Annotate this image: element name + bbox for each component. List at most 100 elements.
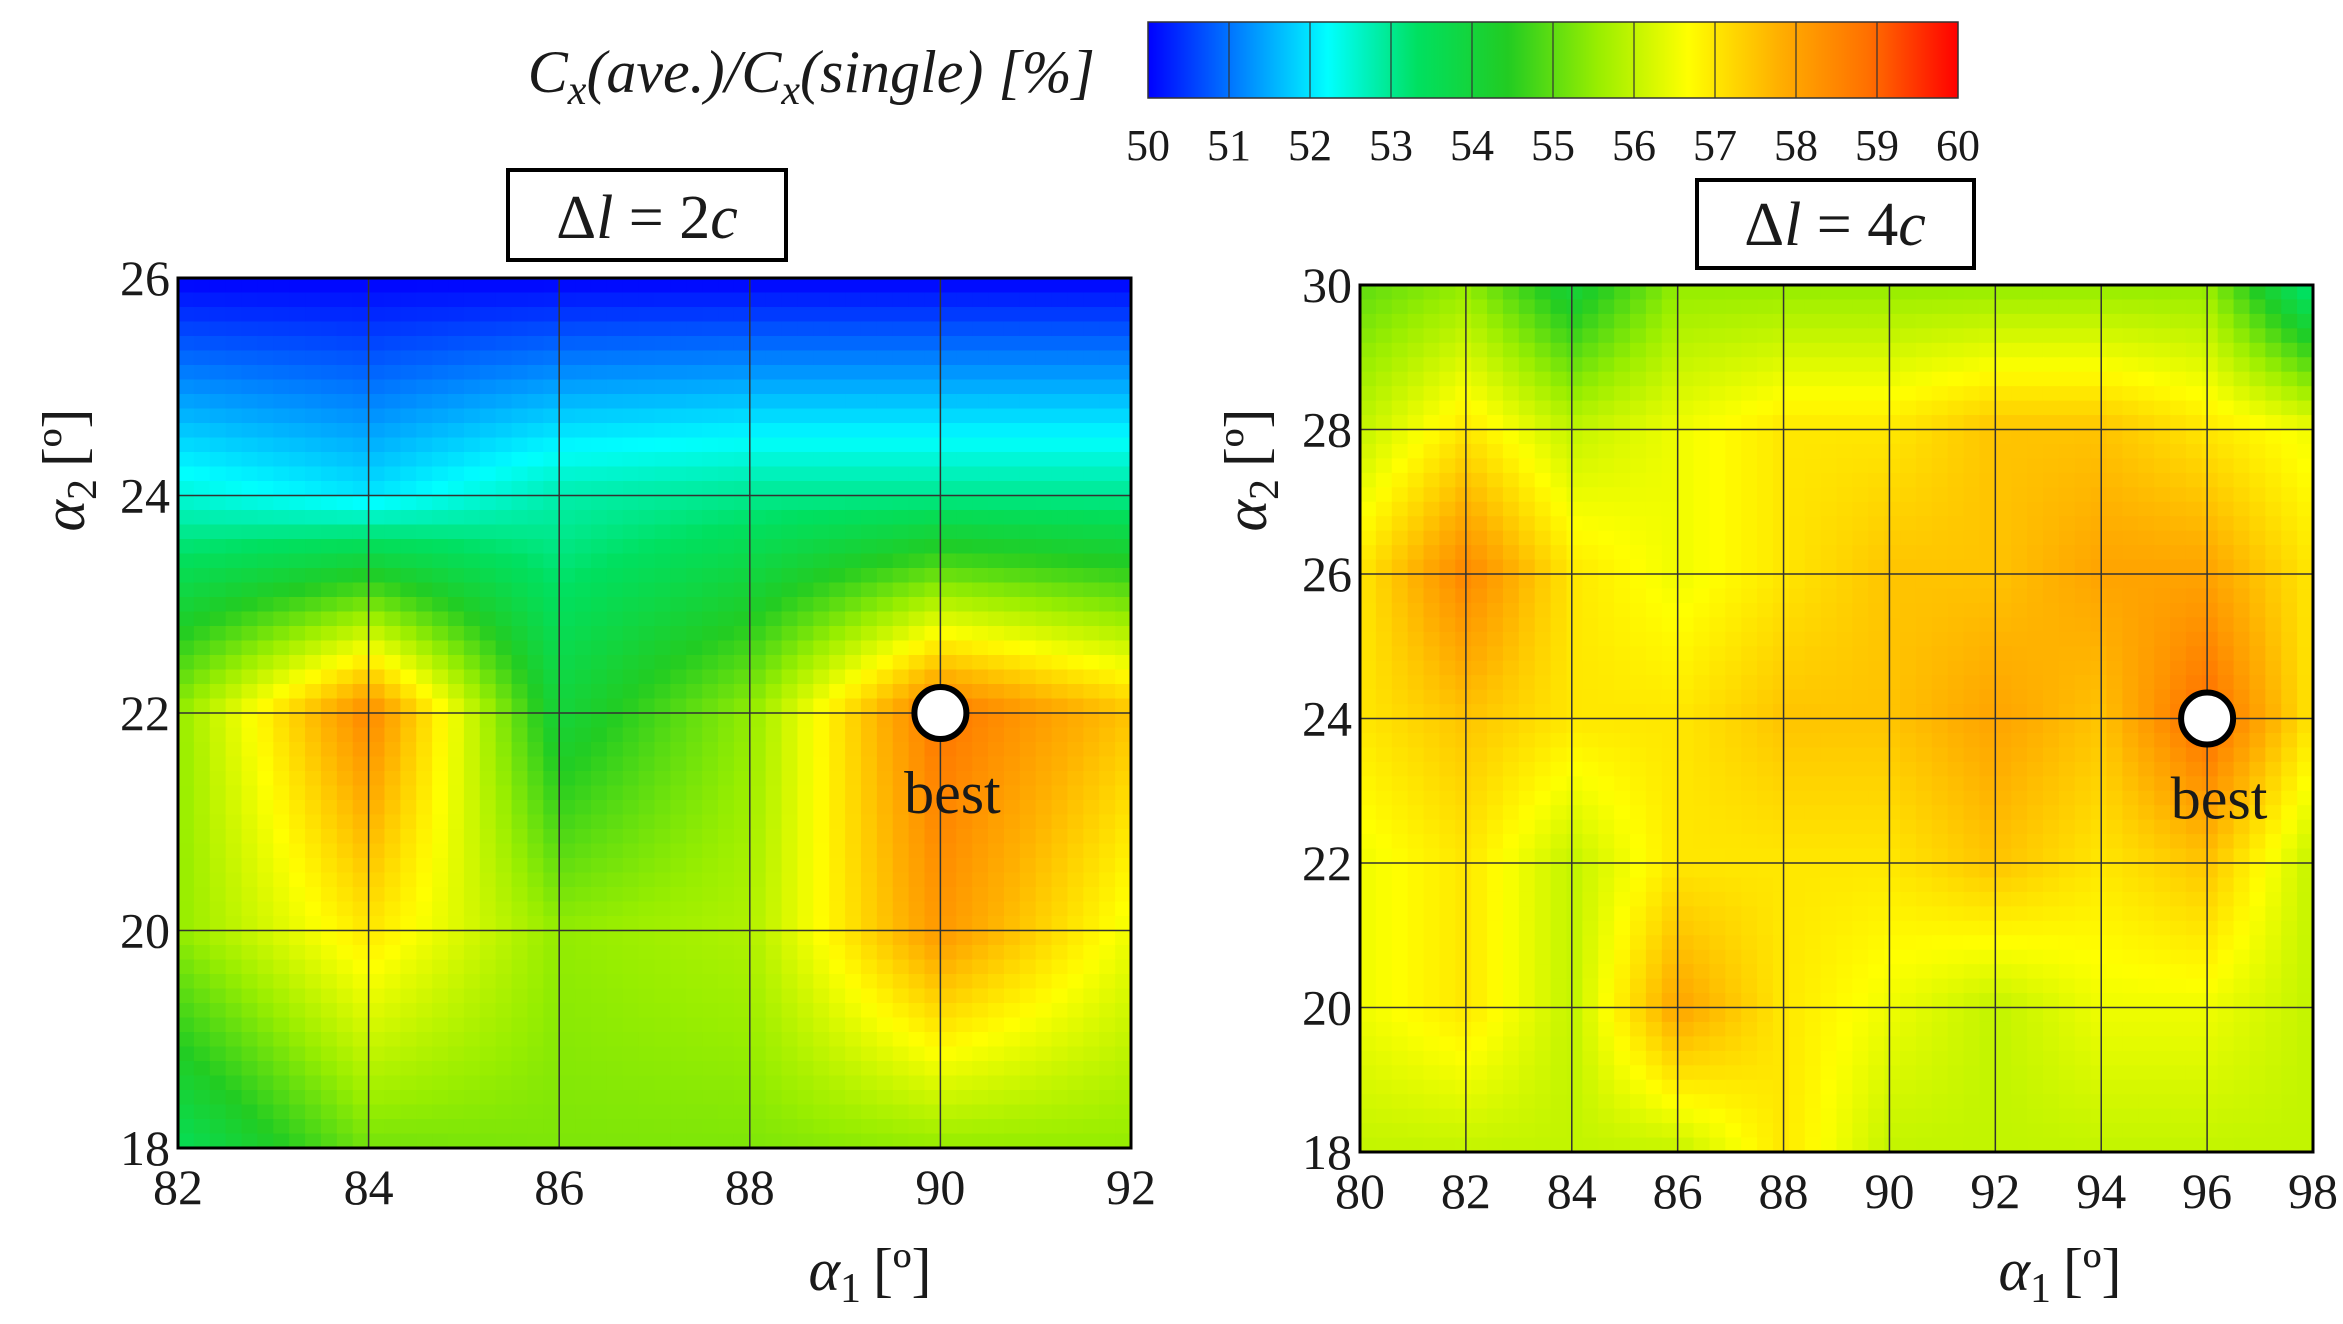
heatmap-cell: [511, 321, 529, 337]
heatmap-cell: [2201, 530, 2219, 546]
heatmap-cell: [2154, 487, 2171, 503]
heatmap-cell: [1083, 307, 1101, 323]
heatmap-cell: [1083, 1090, 1101, 1106]
heatmap-cell: [956, 437, 973, 453]
heatmap-cell: [1836, 516, 1854, 532]
heatmap-cell: [368, 713, 386, 729]
heatmap-cell: [305, 611, 322, 627]
heatmap-cell: [940, 336, 958, 352]
heatmap-cell: [1471, 458, 1488, 474]
heatmap-cell: [1423, 429, 1441, 445]
heatmap-cell: [527, 1104, 545, 1120]
heatmap-cell: [1979, 415, 1997, 431]
heatmap-cell: [1115, 1003, 1131, 1019]
heatmap-cell: [876, 1104, 894, 1120]
heatmap-cell: [257, 800, 275, 816]
heatmap-cell: [1391, 501, 1409, 517]
heatmap-cell: [1099, 452, 1116, 468]
heatmap-cell: [606, 539, 624, 555]
heatmap-cell: [305, 452, 322, 468]
heatmap-cell: [797, 771, 815, 787]
heatmap-cell: [384, 640, 402, 656]
heatmap-cell: [257, 379, 275, 395]
heatmap-cell: [1455, 516, 1472, 532]
heatmap-cell: [733, 901, 751, 917]
heatmap-cell: [352, 930, 370, 946]
heatmap-cell: [1407, 574, 1425, 590]
heatmap-cell: [1099, 336, 1116, 352]
heatmap-cell: [686, 756, 703, 772]
heatmap-cell: [733, 1046, 751, 1062]
heatmap-cell: [1115, 1090, 1131, 1106]
heatmap-cell: [765, 292, 783, 308]
heatmap-cell: [1741, 386, 1758, 402]
heatmap-cell: [320, 350, 338, 366]
heatmap-cell: [320, 1075, 338, 1091]
heatmap-cell: [543, 481, 560, 497]
heatmap-cell: [956, 887, 973, 903]
heatmap-cell: [781, 452, 799, 468]
heatmap-cell: [1115, 945, 1131, 961]
heatmap-cell: [654, 684, 672, 700]
heatmap-cell: [924, 771, 942, 787]
heatmap-cell: [320, 539, 338, 555]
heatmap-cell: [845, 669, 862, 685]
heatmap-cell: [1852, 400, 1870, 416]
heatmap-cell: [320, 481, 338, 497]
heatmap-cell: [638, 437, 656, 453]
heatmap-cell: [479, 698, 497, 714]
heatmap-cell: [606, 959, 624, 975]
heatmap-cell: [1788, 415, 1806, 431]
heatmap-cell: [2281, 415, 2298, 431]
heatmap-cell: [178, 901, 195, 917]
heatmap-cell: [940, 988, 958, 1004]
heatmap-cell: [781, 336, 799, 352]
heatmap-cell: [225, 959, 243, 975]
heatmap-cell: [305, 640, 322, 656]
heatmap-cell: [2170, 559, 2187, 575]
heatmap-cell: [590, 640, 608, 656]
heatmap-cell: [670, 756, 688, 772]
heatmap-cell: [670, 698, 688, 714]
heatmap-cell: [2122, 313, 2140, 330]
heatmap-cell: [1083, 423, 1101, 439]
heatmap-cell: [606, 1104, 624, 1120]
heatmap-cell: [432, 988, 449, 1004]
heatmap-cell: [1360, 472, 1377, 489]
heatmap-cell: [781, 800, 799, 816]
heatmap-cell: [320, 452, 338, 468]
heatmap-cell: [670, 1017, 688, 1033]
heatmap-cell: [638, 510, 656, 526]
heatmap-cell: [718, 1003, 735, 1019]
heatmap-cell: [733, 481, 751, 497]
heatmap-cell: [479, 626, 497, 642]
heatmap-cell: [1804, 299, 1822, 315]
heatmap-cell: [273, 756, 290, 772]
heatmap-cell: [1852, 313, 1870, 330]
heatmap-cell: [781, 510, 799, 526]
heatmap-cell: [225, 510, 243, 526]
heatmap-cell: [638, 321, 656, 337]
heatmap-cell: [654, 394, 672, 410]
heatmap-cell: [797, 872, 815, 888]
heatmap-cell: [606, 1119, 624, 1135]
heatmap-cell: [1757, 386, 1774, 402]
x-tick-label: 92: [1106, 1159, 1156, 1215]
heatmap-cell: [813, 626, 831, 642]
heatmap-cell: [368, 742, 386, 758]
heatmap-cell: [590, 452, 608, 468]
heatmap-cell: [352, 365, 370, 381]
heatmap-cell: [368, 1046, 386, 1062]
heatmap-cell: [956, 945, 973, 961]
heatmap-cell: [733, 321, 751, 337]
heatmap-cell: [1931, 472, 1949, 489]
heatmap-cell: [1051, 887, 1069, 903]
heatmap-cell: [209, 655, 227, 671]
heatmap-cell: [1083, 800, 1101, 816]
heatmap-cell: [988, 887, 1005, 903]
heatmap-cell: [797, 321, 815, 337]
heatmap-cell: [1502, 530, 1520, 546]
heatmap-cell: [718, 582, 735, 598]
heatmap-cell: [638, 539, 656, 555]
heatmap-cell: [1455, 386, 1472, 402]
